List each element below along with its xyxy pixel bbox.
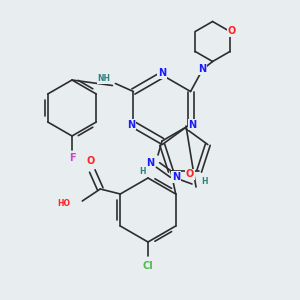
Text: HO: HO <box>57 200 70 208</box>
Text: H: H <box>201 178 207 187</box>
Text: F: F <box>69 153 75 163</box>
Text: N: N <box>199 64 207 74</box>
Text: N: N <box>146 158 154 168</box>
Text: O: O <box>228 26 236 37</box>
Text: N: N <box>158 68 166 78</box>
Text: Cl: Cl <box>142 261 153 271</box>
Text: O: O <box>186 169 194 179</box>
Text: NH: NH <box>98 74 110 83</box>
Text: N: N <box>188 119 196 130</box>
Text: N: N <box>128 119 136 130</box>
Text: H: H <box>140 167 146 176</box>
Text: O: O <box>86 156 94 166</box>
Text: N: N <box>172 172 180 182</box>
